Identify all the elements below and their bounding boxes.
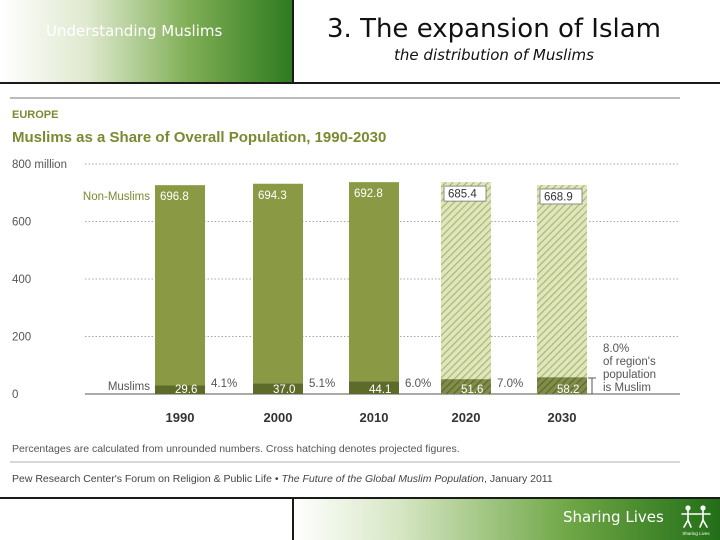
header-divider [292, 0, 294, 82]
x-tick-label: 2020 [452, 410, 481, 425]
footer-label: Sharing Lives [563, 508, 664, 526]
population-chart: EUROPE Muslims as a Share of Overall Pop… [10, 97, 680, 485]
bar-muslims [441, 379, 491, 394]
slide-title: 3. The expansion of Islam [327, 14, 661, 44]
y-tick-label: 0 [12, 389, 18, 401]
y-tick-label: 800 million [12, 159, 67, 171]
y-tick-label: 200 [12, 332, 31, 344]
footer-divider [292, 497, 294, 540]
value-label-muslims: 51.6 [461, 384, 483, 396]
value-label-muslims: 44.1 [369, 384, 391, 396]
value-label-non-muslims: 694.3 [258, 190, 287, 202]
value-label-muslims: 29.6 [175, 384, 197, 396]
final-share-note: of region's [603, 356, 656, 368]
value-label-non-muslims: 685.4 [448, 189, 477, 201]
value-label-non-muslims: 692.8 [354, 188, 383, 200]
footer-rule [0, 497, 720, 499]
bar-muslims [253, 383, 303, 394]
value-label-muslims: 58.2 [557, 384, 579, 396]
x-tick-label: 2010 [360, 410, 389, 425]
header-left-panel: Understanding Muslims [0, 0, 292, 82]
y-tick-label: 600 [12, 217, 31, 229]
chart-title: Muslims as a Share of Overall Population… [12, 129, 386, 146]
source-org: Pew Research Center's Forum on Religion … [12, 473, 279, 485]
sharing-lives-logo: Sharing Lives [681, 505, 711, 536]
bar-non-muslims [253, 183, 303, 384]
bar-non-muslims [349, 182, 399, 382]
bar-non-muslims [155, 185, 205, 386]
x-tick-label: 2000 [264, 410, 293, 425]
source-title: The Future of the Global Muslim Populati… [281, 473, 484, 485]
value-label-box [443, 185, 487, 202]
legend-muslims: Muslims [108, 381, 150, 393]
final-share-note: population [603, 369, 656, 381]
value-label-muslims: 37.0 [273, 384, 295, 396]
bar-non-muslims [537, 184, 587, 378]
share-label: 7.0% [497, 378, 523, 390]
chart-source: Pew Research Center's Forum on Religion … [12, 473, 553, 485]
logo-caption: Sharing Lives [682, 531, 710, 536]
final-share-note: 8.0% [603, 343, 629, 355]
bar-muslims [537, 377, 587, 394]
value-label-box [539, 188, 583, 205]
value-label-non-muslims: 696.8 [160, 191, 189, 203]
bar-muslims [155, 385, 205, 394]
legend-non-muslims: Non-Muslims [83, 191, 150, 203]
share-label: 4.1% [211, 378, 237, 390]
header-rule [0, 82, 720, 84]
share-label: 5.1% [309, 378, 335, 390]
y-tick-label: 400 [12, 274, 31, 286]
final-share-note: is Muslim [603, 382, 651, 394]
x-tick-label: 1990 [166, 410, 195, 425]
source-date: , January 2011 [484, 473, 553, 485]
value-label-non-muslims: 668.9 [544, 191, 573, 203]
x-tick-label: 2030 [548, 410, 577, 425]
chart-region-label: EUROPE [12, 109, 58, 121]
share-label: 6.0% [405, 378, 431, 390]
header-left-title: Understanding Muslims [46, 22, 223, 40]
chart-note: Percentages are calculated from unrounde… [12, 443, 460, 455]
bar-non-muslims [441, 182, 491, 380]
footer-right-panel [294, 499, 720, 540]
bar-muslims [349, 381, 399, 394]
slide-subtitle: the distribution of Muslims [394, 46, 594, 64]
